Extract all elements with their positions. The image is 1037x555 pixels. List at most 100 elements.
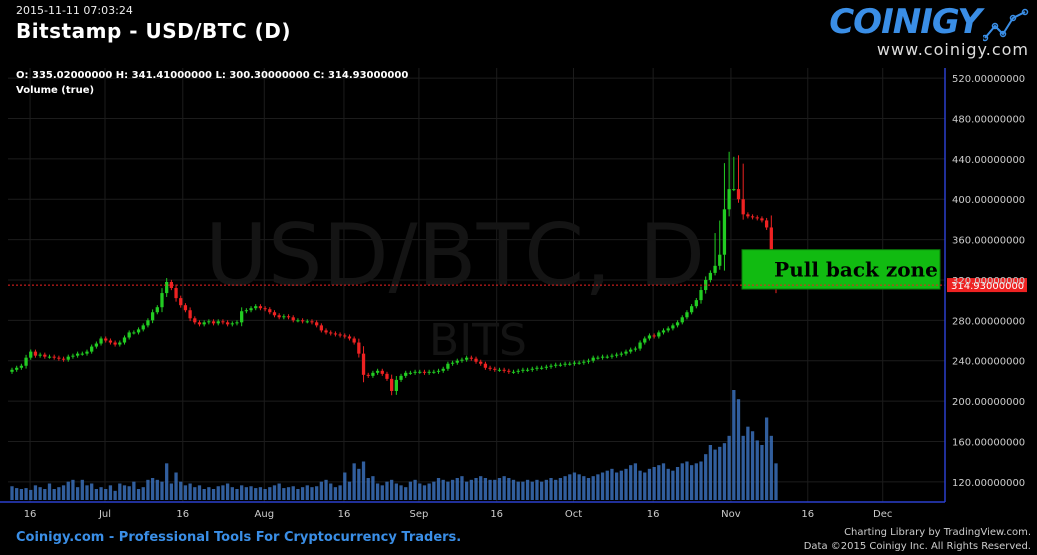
- candle-body: [160, 293, 164, 308]
- candle-body: [750, 216, 755, 218]
- volume-bar: [600, 472, 605, 500]
- candle-body: [624, 351, 628, 354]
- volume-bar: [643, 472, 647, 500]
- x-tick-label: 16: [338, 509, 351, 520]
- volume-bar: [118, 483, 122, 500]
- candle-body: [413, 371, 417, 373]
- candle-body: [661, 330, 666, 333]
- candle-body: [47, 356, 52, 358]
- candle-body: [90, 346, 94, 352]
- volume-bar: [174, 472, 178, 500]
- volume-bar: [291, 486, 295, 500]
- volume-bar: [254, 488, 258, 500]
- volume-bar: [80, 479, 84, 500]
- candle-body: [371, 372, 375, 376]
- volume-bar: [108, 485, 113, 500]
- y-tick-label: 360.00000000: [952, 236, 1025, 247]
- candle-body: [244, 310, 248, 312]
- candle-body: [338, 334, 342, 336]
- candle-body: [507, 370, 511, 372]
- volume-bar: [422, 485, 427, 500]
- x-tick-label: 16: [801, 509, 814, 520]
- candle-body: [300, 320, 305, 322]
- volume-bar: [155, 479, 159, 500]
- candle-body: [549, 365, 553, 367]
- chart-grid: [8, 68, 945, 502]
- volume-bar: [329, 483, 333, 500]
- volume-bar: [240, 485, 244, 500]
- candle-body: [19, 365, 24, 368]
- chart-line-icon: [983, 8, 1029, 42]
- pull-back-zone: Pull back zone: [741, 249, 941, 290]
- volume-bar: [685, 461, 689, 500]
- candle-body: [535, 367, 539, 369]
- candle-body: [479, 361, 483, 364]
- volume-bar: [666, 468, 670, 500]
- volume-bar: [165, 463, 169, 500]
- volume-bar: [418, 483, 422, 500]
- volume-bar: [272, 485, 277, 500]
- volume-bar: [558, 478, 563, 500]
- y-tick-label: 280.00000000: [952, 316, 1025, 327]
- volume-bar: [554, 479, 558, 500]
- volume-bar: [469, 479, 473, 500]
- candle-body: [586, 360, 591, 362]
- volume-bar: [507, 478, 511, 500]
- candle-body: [521, 369, 525, 371]
- candle-body: [755, 217, 759, 219]
- candle-body: [432, 371, 436, 373]
- volume-bar: [479, 476, 483, 500]
- candle-body: [146, 320, 150, 326]
- volume-bar: [390, 479, 394, 500]
- volume-bar: [713, 449, 717, 500]
- volume-bar: [732, 390, 736, 500]
- volume-bar: [610, 468, 614, 500]
- candle-body: [333, 333, 338, 335]
- chart-title: Bitstamp - USD/BTC (D): [16, 19, 291, 43]
- candle-body: [427, 371, 431, 373]
- volume-legend: Volume (true): [16, 85, 95, 96]
- candle-body: [516, 370, 520, 372]
- candle-body: [188, 310, 192, 319]
- last-price-label: 314.93000000: [951, 281, 1024, 292]
- candle-body: [385, 373, 389, 379]
- footer-tagline[interactable]: Coinigy.com - Professional Tools For Cry…: [16, 530, 462, 545]
- candle-body: [563, 363, 567, 365]
- volume-bar: [535, 479, 539, 500]
- candle-body: [736, 189, 741, 200]
- volume-bar: [197, 485, 202, 500]
- candle-body: [544, 366, 548, 368]
- candle-body: [643, 338, 647, 343]
- volume-bar: [225, 483, 230, 500]
- volume-bar: [774, 463, 778, 500]
- candle-body: [291, 317, 295, 321]
- volume-bar: [689, 465, 694, 500]
- volume-bar: [15, 488, 19, 500]
- volume-bar: [263, 489, 267, 500]
- candle-body: [43, 354, 47, 357]
- volume-bar: [136, 489, 141, 500]
- price-axis: 120.00000000 160.00000000 200.00000000 240.…: [944, 68, 1025, 502]
- candle-body: [483, 363, 488, 368]
- volume-bar: [722, 443, 727, 500]
- candle-body: [418, 371, 422, 373]
- x-tick-label: 16: [176, 509, 189, 520]
- candle-body: [122, 337, 127, 343]
- candle-body: [502, 369, 506, 371]
- candle-body: [614, 354, 619, 356]
- candle-body: [221, 321, 225, 323]
- x-tick-label: Jul: [98, 509, 111, 520]
- candle-body: [207, 321, 211, 323]
- candle-body: [671, 325, 675, 329]
- volume-bar: [497, 478, 502, 500]
- brand-logo[interactable]: COINIGY www.coinigy.com: [829, 2, 1029, 59]
- volume-bar: [675, 467, 680, 500]
- volume-bar: [633, 463, 638, 500]
- volume-bar: [296, 489, 300, 500]
- volume-bar: [57, 487, 61, 500]
- watermark-exchange: BITS: [429, 315, 527, 366]
- volume-bar: [230, 487, 234, 500]
- volume-bar: [375, 483, 380, 500]
- volume-bar: [385, 481, 389, 500]
